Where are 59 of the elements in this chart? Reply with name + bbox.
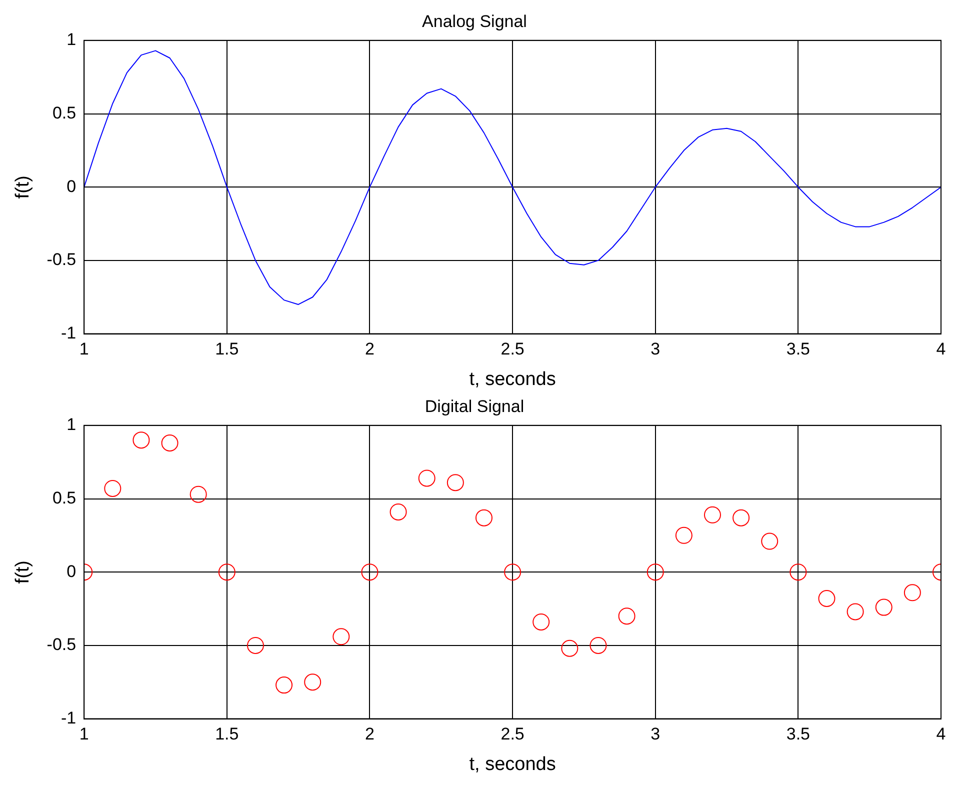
point bbox=[532, 613, 550, 630]
point bbox=[732, 509, 750, 526]
y-tick-label: 1 bbox=[66, 30, 76, 50]
point bbox=[675, 526, 692, 544]
point bbox=[161, 434, 178, 452]
point bbox=[418, 470, 436, 487]
point bbox=[618, 608, 636, 625]
x-tick-label: 2.5 bbox=[500, 340, 524, 359]
x-tick-label: 2 bbox=[364, 340, 374, 359]
point bbox=[446, 474, 464, 492]
x-tick-label: 3 bbox=[650, 724, 660, 744]
y-tick-label: 0 bbox=[66, 176, 76, 196]
y-tick-label: 1 bbox=[66, 415, 76, 434]
point bbox=[104, 480, 122, 497]
point bbox=[304, 674, 322, 691]
point bbox=[390, 503, 407, 520]
point bbox=[846, 603, 864, 620]
point bbox=[132, 432, 150, 449]
y-axis-title: f(t) bbox=[12, 560, 34, 584]
chart-title: Digital Signal bbox=[424, 396, 524, 416]
point bbox=[875, 598, 892, 616]
y-tick-label: -0.5 bbox=[46, 250, 76, 270]
point bbox=[590, 636, 607, 654]
x-axis-title: t, seconds bbox=[469, 754, 556, 775]
point bbox=[761, 532, 778, 550]
y-tick-label: 0.5 bbox=[52, 103, 76, 122]
x-tick-label: 4 bbox=[936, 340, 946, 359]
point bbox=[246, 636, 264, 654]
x-tick-label: 1 bbox=[79, 340, 89, 359]
point bbox=[332, 628, 350, 646]
point bbox=[190, 486, 207, 503]
point bbox=[818, 590, 836, 608]
y-tick-label: -1 bbox=[60, 708, 76, 728]
y-axis-title: f(t) bbox=[12, 175, 34, 199]
x-tick-label: 1.5 bbox=[215, 724, 239, 744]
point bbox=[904, 584, 921, 602]
point bbox=[361, 564, 378, 581]
x-tick-label: 3.5 bbox=[786, 340, 810, 359]
x-tick-label: 2.5 bbox=[500, 724, 524, 744]
x-tick-label: 1.5 bbox=[215, 340, 239, 359]
point bbox=[475, 509, 492, 526]
y-tick-label: -0.5 bbox=[46, 635, 76, 654]
y-tick-label: -1 bbox=[60, 323, 76, 342]
point bbox=[561, 640, 578, 657]
point bbox=[646, 564, 664, 581]
x-axis-title: t, seconds bbox=[469, 368, 556, 390]
x-tick-label: 1 bbox=[79, 724, 89, 744]
point bbox=[218, 564, 236, 581]
point bbox=[704, 506, 721, 524]
point bbox=[276, 676, 293, 694]
x-tick-label: 3.5 bbox=[786, 724, 810, 744]
point bbox=[790, 564, 807, 581]
x-tick-label: 3 bbox=[650, 340, 660, 359]
y-tick-label: 0.5 bbox=[52, 488, 76, 508]
x-tick-label: 4 bbox=[936, 724, 946, 744]
x-tick-label: 2 bbox=[364, 724, 374, 744]
chart-title: Analog Signal bbox=[422, 12, 527, 31]
point bbox=[504, 564, 522, 581]
y-tick-label: 0 bbox=[66, 562, 76, 581]
